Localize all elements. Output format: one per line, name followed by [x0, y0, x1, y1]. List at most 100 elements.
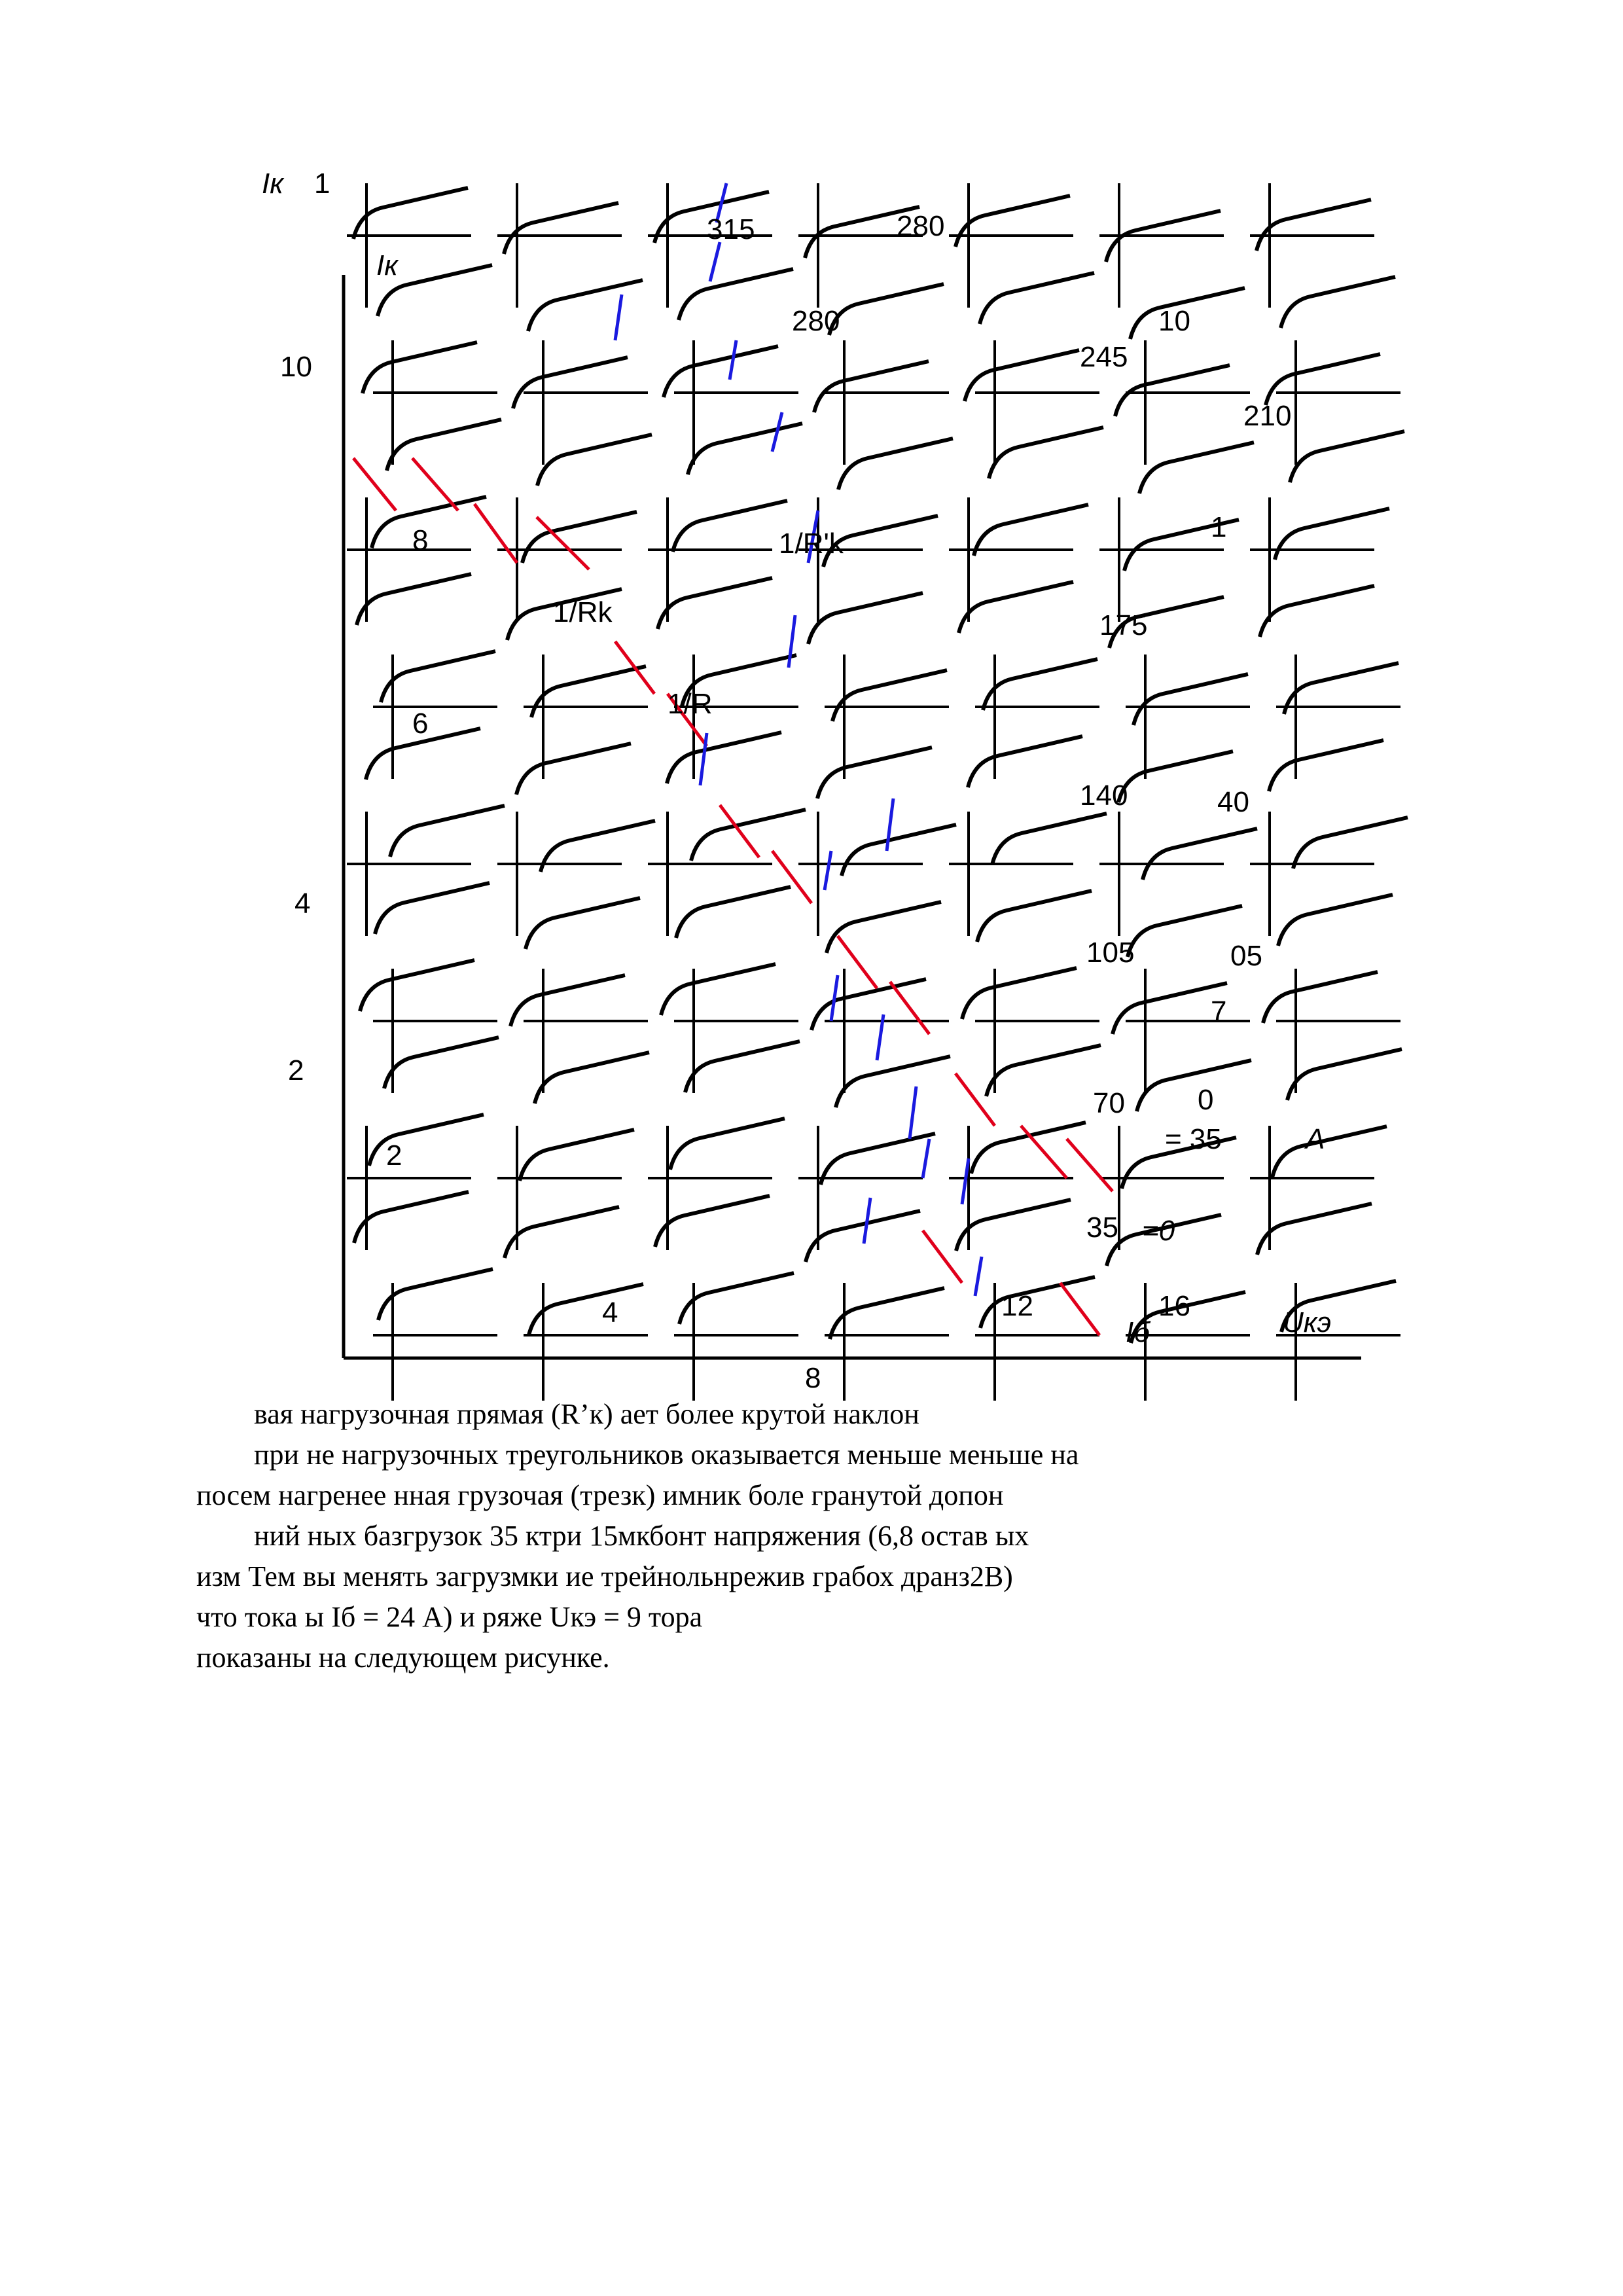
characteristic-curve-segment-0 [351, 186, 469, 240]
axis-x-label: Uкэ [1283, 1306, 1331, 1338]
base-current-label: Iб [1126, 1316, 1151, 1348]
characteristic-curve-segment-14 [376, 1267, 493, 1321]
characteristic-curve-segment-50 [806, 591, 923, 645]
zero-curve-label: =0 [1142, 1215, 1175, 1247]
characteristic-curve-segment-88 [1105, 1213, 1222, 1266]
characteristic-curve-segment-26 [533, 1050, 650, 1104]
characteristic-curve-segment-3 [385, 418, 502, 471]
characteristic-curve-segment-13 [352, 1190, 469, 1244]
load-line-blue-14 [960, 1158, 971, 1205]
load-line-red-9 [889, 980, 931, 1035]
load-line-blue-16 [973, 1256, 984, 1297]
load-line-red-6 [719, 804, 760, 859]
right-label-0: 0 [1198, 1084, 1213, 1116]
characteristic-curve-segment-16 [526, 278, 643, 332]
right-label-1: 1 [1211, 511, 1226, 543]
characteristic-curve-segment-78 [1137, 440, 1255, 494]
right-label-40: 40 [1217, 786, 1249, 818]
characteristic-curve-segment-66 [981, 657, 1098, 711]
characteristic-curve-segment-51 [830, 668, 948, 722]
characteristic-curve-segment-37 [665, 730, 782, 784]
characteristic-curve-segment-79 [1122, 518, 1240, 571]
characteristic-curve-segment-94 [1273, 507, 1390, 560]
characteristic-curve-segment-102 [1270, 1124, 1387, 1178]
characteristic-curve-segment-100 [1261, 970, 1378, 1024]
load-line-blue-10 [829, 975, 840, 1022]
characteristic-curve-segment-36 [680, 653, 797, 707]
characteristic-curve-segment-104 [1279, 1279, 1397, 1333]
characteristic-curve-segment-2 [361, 340, 478, 394]
characteristic-curve-segment-90 [1255, 198, 1372, 251]
characteristic-curve-segment-31 [677, 267, 794, 321]
characteristic-curve-segment-63 [987, 425, 1104, 479]
characteristic-curve-segment-73 [954, 1198, 1071, 1251]
load-line-blue-12 [908, 1086, 918, 1139]
load-line-blue-9 [823, 850, 833, 891]
load-line-blue-7 [698, 732, 709, 786]
load-line-blue-8 [885, 798, 895, 852]
load-line-blue-6 [787, 615, 797, 668]
characteristic-curve-segment-84 [1126, 904, 1243, 958]
curve-label-35: 35 [1086, 1211, 1118, 1244]
load-line-red-1 [411, 457, 459, 512]
right-label-05: 05 [1230, 940, 1262, 972]
axis-y-label: Iк [262, 168, 285, 200]
characteristic-curve-segment-9 [373, 881, 490, 935]
body-text: вая нагрузочная прямая (R’к) ает более к… [196, 1394, 1433, 1678]
text-line-6: что тока ы Iб = 24 А) и ряже Uкэ = 9 тор… [196, 1601, 703, 1633]
characteristic-curve-segment-20 [505, 587, 622, 641]
characteristic-curve-segment-53 [840, 823, 957, 876]
param-label: = 35 [1165, 1123, 1222, 1155]
characteristic-curve-segment-38 [689, 808, 806, 861]
text-line-3: посем нагренее нная грузочая (трезк) имн… [196, 1479, 1004, 1511]
characteristic-curve-segment-35 [656, 576, 773, 630]
characteristic-curve-segment-44 [677, 1271, 794, 1325]
text-line-4: ний ных базгрузок 35 ктри 15мкбонт напря… [254, 1520, 1029, 1552]
characteristic-curve-segment-27 [518, 1128, 635, 1181]
characteristic-curve-segment-93 [1288, 429, 1405, 483]
characteristic-curve-segment-1 [376, 263, 493, 317]
load-line-blue-15 [862, 1197, 872, 1244]
characteristic-curve-segment-7 [364, 726, 481, 780]
characteristic-curve-segment-28 [503, 1205, 620, 1259]
characteristic-curve-segment-55 [810, 977, 927, 1031]
characteristic-curve-segment-8 [388, 804, 505, 857]
load-line-blue-4 [770, 412, 784, 452]
characteristic-curve-segment-57 [819, 1132, 936, 1185]
characteristic-curve-segment-22 [514, 742, 632, 795]
characteristic-curve-segment-86 [1135, 1058, 1252, 1112]
right-label-7: 7 [1211, 996, 1226, 1028]
characteristic-curve-segment-68 [990, 812, 1107, 865]
y-tick-2: 2 [288, 1054, 304, 1086]
load-line-red-8 [836, 935, 878, 990]
characteristic-curve-segment-62 [963, 348, 1080, 402]
characteristic-curve-segment-91 [1279, 275, 1396, 329]
curve-label-280b: 280 [792, 305, 840, 337]
characteristic-curve-segment-48 [836, 437, 954, 490]
characteristic-curve-segment-72 [969, 1121, 1086, 1174]
characteristic-curve-segment-59 [828, 1286, 945, 1340]
characteristic-curve-segment-83 [1141, 827, 1258, 880]
characteristic-curve-segment-40 [659, 962, 776, 1016]
load-line-red-3 [535, 516, 590, 571]
y-tick-4: 4 [294, 888, 310, 920]
load-line-blue-11 [875, 1014, 885, 1061]
load-line-red-10 [954, 1072, 996, 1127]
characteristic-curve-segment-82 [1116, 749, 1234, 803]
y-tick-8: 8 [412, 524, 428, 556]
characteristic-curve-segment-58 [804, 1209, 921, 1263]
y-tick-6: 6 [412, 708, 428, 740]
characteristic-curve-segment-103 [1255, 1202, 1372, 1255]
text-line-5: изм Тем вы менять загрузмки ие трейнольн… [196, 1560, 1013, 1592]
characteristic-curve-segment-99 [1276, 893, 1393, 946]
load-line-label-r: 1/R [668, 688, 712, 720]
load-line-red-5 [666, 692, 708, 747]
param-unit: A [1304, 1123, 1325, 1155]
characteristic-curve-segment-18 [535, 433, 652, 486]
curve-label-315: 315 [707, 213, 755, 245]
load-line-red-7 [771, 850, 813, 905]
x-tick-4: 4 [602, 1297, 618, 1329]
characteristic-curve-segment-39 [674, 885, 791, 939]
characteristic-curve-segment-10 [358, 958, 475, 1012]
curve-label-280a: 280 [897, 210, 944, 242]
